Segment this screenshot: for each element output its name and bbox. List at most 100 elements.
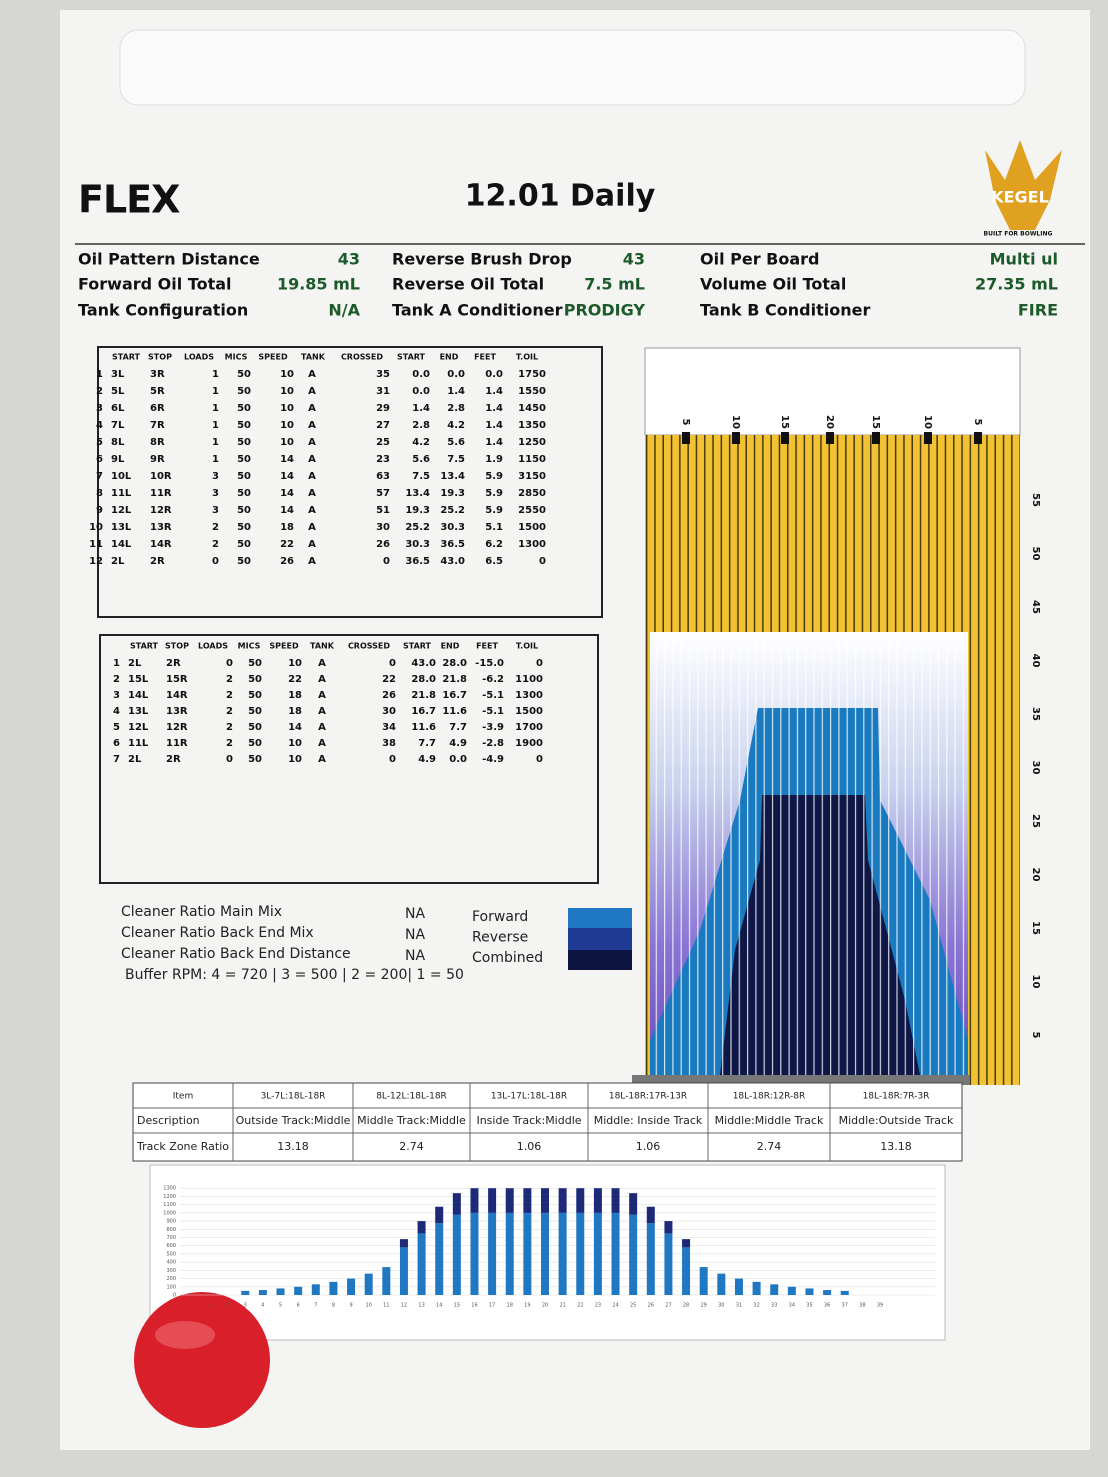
spec-label: Volume Oil Total: [700, 275, 846, 294]
table-cell: 50: [248, 738, 262, 749]
table-cell: 7.5: [412, 471, 430, 482]
table-cell: 30: [382, 706, 396, 717]
table-cell: 5.9: [485, 488, 503, 499]
table-cell: 12L: [111, 505, 132, 516]
x-tick-label: 36: [824, 1303, 830, 1309]
table-cell: 1: [212, 420, 219, 431]
x-tick-label: 5: [279, 1303, 282, 1309]
board-marker: [872, 432, 880, 444]
bar-segment: [593, 1212, 602, 1295]
x-tick-label: 11: [383, 1303, 389, 1309]
table-cell: 21.8: [442, 674, 467, 685]
table-cell: A: [318, 658, 326, 669]
table-cell: 36.5: [440, 539, 465, 550]
table-cell: 2: [226, 706, 233, 717]
table-cell: A: [308, 386, 316, 397]
bar-segment: [646, 1206, 655, 1224]
bar-segment: [505, 1212, 514, 1295]
table-cell: 2R: [150, 556, 165, 567]
magnet-shine: [155, 1321, 215, 1349]
bar-segment: [276, 1288, 285, 1295]
bar-segment: [611, 1212, 620, 1295]
table-cell: 4: [96, 420, 103, 431]
table-cell: 7: [113, 754, 120, 765]
table-cell: 0: [226, 658, 233, 669]
table-cell: 50: [237, 454, 251, 465]
table-cell: 5: [113, 722, 120, 733]
table-cell: 13R: [166, 706, 188, 717]
column-header: FEET: [476, 642, 498, 651]
column-header: T.OIL: [516, 642, 538, 651]
x-tick-label: 8: [332, 1303, 335, 1309]
zone-cell: 2.74: [399, 1140, 424, 1153]
brand: KEGEL: [991, 188, 1049, 207]
table-cell: 4.9: [449, 738, 467, 749]
table-cell: 1750: [518, 369, 546, 380]
table-cell: 1900: [515, 738, 543, 749]
table-cell: 0: [389, 754, 396, 765]
table-cell: 14: [280, 488, 294, 499]
bar-segment: [734, 1278, 743, 1295]
board-marker: [732, 432, 740, 444]
table-cell: A: [318, 690, 326, 701]
x-tick-label: 38: [859, 1303, 865, 1309]
table-cell: 6.5: [485, 556, 503, 567]
bar-segment: [417, 1233, 426, 1295]
bar-segment: [488, 1188, 497, 1213]
pattern-boards: [650, 632, 968, 1075]
y-tick-label: 200: [166, 1276, 176, 1282]
table-cell: 30: [376, 522, 390, 533]
table-cell: 2: [226, 722, 233, 733]
table-cell: 25: [376, 437, 390, 448]
table-cell: 10: [280, 403, 294, 414]
table-cell: 0.0: [447, 369, 465, 380]
table-cell: 23: [376, 454, 390, 465]
zone-cell: Middle:Outside Track: [839, 1114, 954, 1127]
table-cell: 1350: [518, 420, 546, 431]
column-header: SPEED: [269, 642, 299, 651]
legend-label: Combined: [472, 950, 543, 966]
table-cell: 2L: [128, 754, 142, 765]
spec-value: Multi ul: [990, 250, 1058, 269]
pattern-top-label: 5: [680, 419, 691, 426]
table-cell: 1.4: [485, 420, 503, 431]
buffer-rpm: Buffer RPM: 4 = 720 | 3 = 500 | 2 = 200|…: [125, 967, 464, 983]
zone-header: 18L-18R:7R-3R: [863, 1092, 930, 1102]
table-cell: 6L: [111, 403, 125, 414]
y-tick-label: 700: [166, 1235, 176, 1241]
legend-swatch: [568, 908, 632, 928]
cleaner-label: Cleaner Ratio Back End Mix: [121, 925, 314, 941]
column-header: START: [403, 642, 432, 651]
table-cell: 1300: [515, 690, 543, 701]
table-cell: A: [308, 403, 316, 414]
table-cell: 2: [212, 522, 219, 533]
table-cell: A: [308, 556, 316, 567]
table-cell: 35: [376, 369, 390, 380]
x-tick-label: 20: [542, 1303, 548, 1309]
table-cell: 5.6: [412, 454, 430, 465]
y-tick-label: 100: [166, 1284, 176, 1290]
table-cell: 57: [376, 488, 390, 499]
x-tick-label: 10: [365, 1303, 371, 1309]
table-cell: A: [318, 722, 326, 733]
cleaner-value: NA: [405, 906, 425, 922]
spec-value: PRODIGY: [564, 301, 646, 320]
table-cell: 10: [280, 386, 294, 397]
table-cell: 3: [212, 471, 219, 482]
table-cell: 5.6: [447, 437, 465, 448]
bar-segment: [805, 1288, 814, 1295]
table-cell: 4: [113, 706, 120, 717]
pattern-side-label: 25: [1030, 814, 1041, 828]
table-cell: 2.8: [412, 420, 430, 431]
board-marker: [682, 432, 690, 444]
x-tick-label: 19: [524, 1303, 530, 1309]
table-cell: 19.3: [440, 488, 465, 499]
column-header: MICS: [238, 642, 261, 651]
bar-segment: [558, 1212, 567, 1295]
x-tick-label: 21: [559, 1303, 565, 1309]
table-cell: 50: [248, 706, 262, 717]
zone-cell: Description: [137, 1114, 200, 1127]
bar-segment: [470, 1212, 479, 1295]
table-cell: 30.3: [440, 522, 465, 533]
